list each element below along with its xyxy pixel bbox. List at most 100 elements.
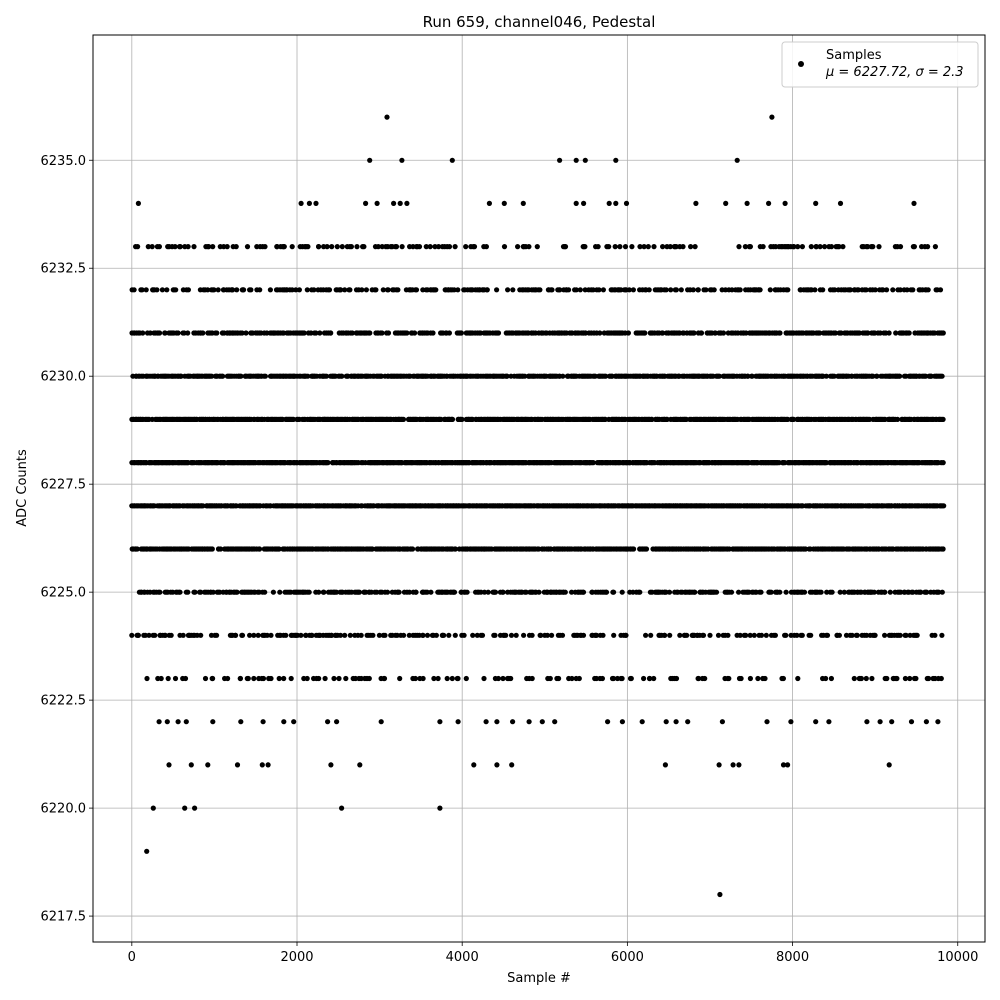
sample-point	[412, 330, 418, 336]
sample-point	[427, 244, 433, 250]
sample-point	[166, 762, 172, 768]
sample-point	[594, 632, 600, 638]
sample-point	[347, 287, 353, 293]
sample-point	[461, 632, 467, 638]
chart-title: Run 659, channel046, Pedestal	[423, 13, 656, 31]
sample-point	[200, 503, 206, 509]
sample-point	[494, 762, 500, 768]
sample-point	[139, 287, 145, 293]
sample-point	[243, 330, 249, 336]
sample-point	[529, 675, 535, 682]
sample-point	[734, 157, 740, 163]
sample-point	[334, 719, 340, 725]
sample-point	[316, 244, 322, 250]
sample-point	[767, 287, 773, 293]
sample-point	[783, 632, 789, 638]
sample-point	[884, 287, 890, 293]
sample-point	[393, 244, 400, 250]
sample-point	[643, 632, 649, 638]
sample-point	[630, 287, 637, 293]
sample-point	[715, 632, 722, 638]
sample-point	[481, 675, 487, 682]
sample-point	[156, 244, 162, 250]
sample-point	[494, 287, 500, 293]
sample-point	[605, 719, 611, 725]
sample-point	[764, 719, 770, 725]
sample-point	[716, 373, 723, 379]
sample-point	[449, 675, 455, 682]
sample-point	[380, 287, 386, 293]
sample-point	[854, 632, 860, 638]
sample-point	[619, 589, 625, 595]
sample-point	[508, 632, 515, 638]
sample-point	[610, 675, 617, 682]
sample-point	[874, 373, 880, 379]
x-tick-label: 8000	[776, 950, 809, 965]
sample-point	[182, 675, 189, 682]
sample-point	[144, 675, 150, 682]
sample-point	[283, 632, 289, 638]
sample-point	[437, 805, 443, 811]
sample-point	[569, 589, 575, 595]
sample-point	[785, 762, 791, 768]
sample-point	[149, 244, 155, 250]
sample-point	[794, 632, 800, 638]
sample-point	[829, 589, 835, 595]
sample-point	[894, 675, 900, 682]
sample-point	[375, 244, 381, 250]
sample-point	[751, 632, 757, 638]
sample-point	[817, 244, 823, 250]
sample-point	[430, 330, 436, 336]
sample-point	[707, 632, 713, 638]
sample-point	[444, 675, 450, 682]
sample-point	[463, 244, 469, 250]
sample-point	[185, 244, 191, 250]
sample-point	[342, 632, 348, 638]
sample-point	[260, 675, 267, 682]
sample-point	[348, 244, 354, 250]
sample-point	[234, 287, 240, 293]
sample-point	[913, 675, 919, 682]
sample-point	[569, 675, 575, 682]
x-tick-label: 6000	[611, 950, 644, 965]
sample-point	[391, 200, 397, 206]
sample-point	[562, 244, 569, 250]
sample-point	[262, 244, 268, 250]
sample-point	[305, 373, 311, 379]
y-tick-label: 6217.5	[41, 910, 87, 925]
sample-point	[237, 675, 243, 682]
sample-point	[745, 373, 751, 379]
sample-point	[823, 675, 829, 682]
sample-point	[936, 589, 942, 595]
sample-point	[795, 675, 801, 682]
sample-point	[758, 632, 765, 638]
sample-point	[239, 330, 245, 336]
sample-point	[433, 287, 439, 293]
sample-point	[760, 244, 766, 250]
sample-point	[420, 675, 426, 682]
sample-point	[737, 287, 743, 293]
sample-point	[643, 546, 650, 552]
sample-point	[238, 373, 244, 379]
sample-point	[334, 244, 340, 250]
sample-point	[500, 675, 506, 682]
sample-point	[788, 719, 794, 725]
plot-frame	[92, 34, 986, 943]
sample-point	[828, 675, 835, 682]
sample-point	[606, 244, 612, 250]
sample-point	[923, 719, 930, 725]
sample-point	[225, 675, 231, 682]
sample-point	[939, 373, 945, 379]
sample-point	[597, 330, 603, 336]
sample-point	[717, 891, 723, 898]
sample-point	[876, 244, 882, 250]
sample-point	[623, 200, 630, 206]
sample-point	[925, 287, 931, 293]
sample-point	[188, 762, 194, 768]
sample-point	[645, 244, 651, 250]
sample-point	[404, 200, 410, 206]
sample-point	[180, 632, 186, 638]
sample-point	[474, 632, 480, 638]
sample-point	[183, 719, 189, 725]
sample-point	[384, 114, 390, 120]
